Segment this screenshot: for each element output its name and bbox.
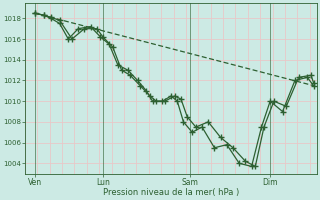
X-axis label: Pression niveau de la mer( hPa ): Pression niveau de la mer( hPa )	[103, 188, 239, 197]
